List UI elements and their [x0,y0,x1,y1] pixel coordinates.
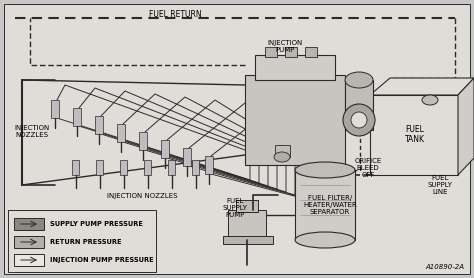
Text: A10890-2A: A10890-2A [425,264,464,270]
Bar [14,254,44,266]
Ellipse shape [422,95,438,105]
Text: FUEL
SUPPLY
LINE: FUEL SUPPLY LINE [428,175,453,195]
Bar [139,132,147,150]
Bar [345,80,373,130]
Bar [205,156,213,174]
Text: FUEL
TANK: FUEL TANK [405,125,425,144]
Bar [183,148,191,166]
Ellipse shape [274,152,290,162]
Bar [120,160,127,175]
Bar [161,140,169,158]
Bar [255,55,335,80]
Bar [144,160,151,175]
Polygon shape [458,78,474,175]
Bar [265,47,277,57]
Ellipse shape [343,104,375,136]
Bar [275,145,290,157]
Bar [95,116,103,134]
Text: SUPPLY PUMP PRESSURE: SUPPLY PUMP PRESSURE [50,221,143,227]
Bar [228,210,266,240]
Ellipse shape [295,162,355,178]
Bar [305,47,317,57]
Bar [96,160,103,175]
Ellipse shape [351,112,367,128]
Bar [73,108,81,126]
Bar [14,236,44,248]
Bar [14,218,44,230]
Bar [51,100,59,118]
Text: FUEL RETURN: FUEL RETURN [149,10,201,19]
Text: RETURN PRESSURE: RETURN PRESSURE [50,239,121,245]
Polygon shape [370,78,474,95]
Text: INJECTION PUMP PRESSURE: INJECTION PUMP PRESSURE [50,257,154,263]
Ellipse shape [295,232,355,248]
Bar [192,160,199,175]
Bar [370,95,458,175]
Ellipse shape [345,72,373,88]
Text: FUEL
SUPPLY
PUMP: FUEL SUPPLY PUMP [222,198,247,218]
Text: INJECTION
PUMP: INJECTION PUMP [267,40,302,53]
Bar [295,170,355,240]
Bar [8,210,156,272]
Bar [72,160,79,175]
Text: INJECTION NOZZLES: INJECTION NOZZLES [107,193,177,199]
Text: ORIFICE
BLEED
OFF: ORIFICE BLEED OFF [355,158,382,178]
Text: FUEL FILTER/
HEATER/WATER
SEPARATOR: FUEL FILTER/ HEATER/WATER SEPARATOR [303,195,357,215]
Text: INJECTION
NOZZLES: INJECTION NOZZLES [14,125,50,138]
Bar [236,200,258,212]
Bar [223,236,273,244]
Bar [245,75,345,165]
Bar [168,160,175,175]
Bar [117,124,125,142]
Bar [285,47,297,57]
